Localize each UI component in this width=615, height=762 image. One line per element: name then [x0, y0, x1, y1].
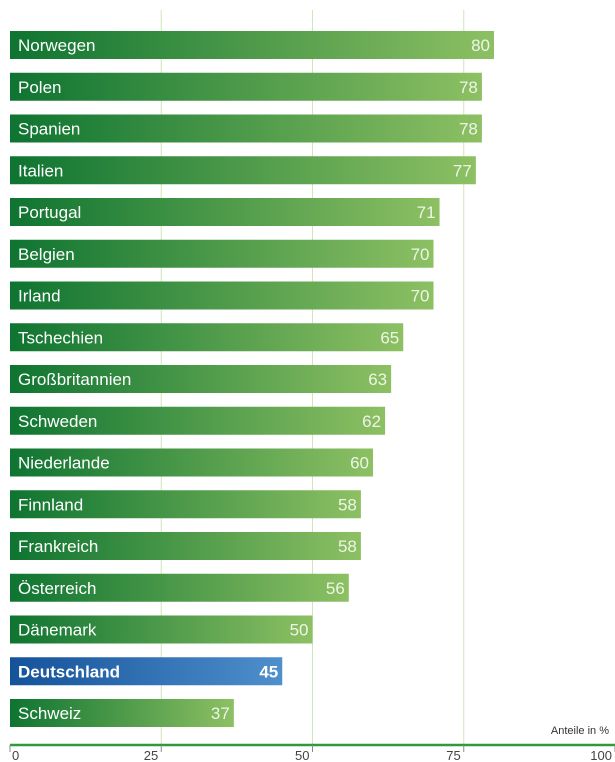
bar-group: Tschechien 65	[10, 323, 404, 352]
bar-Dänemark	[10, 615, 313, 644]
bar-group: Schweden 62	[10, 406, 386, 435]
category-label: Belgien	[18, 245, 75, 264]
bar-group: Finnland 58	[10, 490, 361, 519]
bar-group: Belgien 70	[10, 239, 434, 268]
bar-Spanien	[10, 114, 482, 143]
category-label: Österreich	[18, 579, 96, 598]
value-label: 58	[338, 537, 357, 556]
value-label: 78	[459, 120, 478, 139]
tick-label: 25	[144, 748, 158, 762]
bar-Schweiz	[10, 699, 234, 727]
bar-Portugal	[10, 198, 440, 226]
category-label: Italien	[18, 161, 63, 180]
value-label: 62	[362, 412, 381, 431]
category-label: Niederlande	[18, 454, 110, 473]
tick-label: 100	[590, 748, 612, 762]
bar-Belgien	[10, 239, 434, 268]
bar-group: Schweiz 37	[10, 699, 234, 727]
category-label: Polen	[18, 78, 61, 97]
category-label: Tschechien	[18, 328, 103, 347]
tick-label: 50	[295, 748, 309, 762]
x-axis: 0 25 50 75 100 Anteile in %	[9, 725, 615, 762]
value-label: 77	[453, 161, 472, 180]
category-label: Großbritannien	[18, 370, 131, 389]
bar-Polen	[10, 72, 482, 101]
bar-group: Portugal 71	[10, 198, 440, 226]
category-label: Portugal	[18, 203, 81, 222]
value-label: 56	[326, 579, 345, 598]
unit-label: Anteile in %	[551, 725, 609, 737]
bar-group: Frankreich 58	[10, 532, 361, 560]
bar-group: Deutschland 45	[10, 657, 283, 686]
value-label: 70	[411, 245, 430, 264]
category-label: Schweden	[18, 412, 97, 431]
bar-group: Großbritannien 63	[10, 365, 392, 393]
value-label: 58	[338, 495, 357, 514]
bar-Deutschland	[10, 657, 283, 686]
bar-group: Österreich 56	[10, 573, 349, 602]
bar-Schweden	[10, 406, 386, 435]
tick-label: 75	[446, 748, 460, 762]
value-label: 71	[417, 203, 436, 222]
bar-Österreich	[10, 573, 349, 602]
category-label: Irland	[18, 287, 61, 306]
value-label: 78	[459, 78, 478, 97]
bar-Tschechien	[10, 323, 404, 352]
category-label: Dänemark	[18, 621, 97, 640]
bar-group: Spanien 78	[10, 114, 482, 143]
value-label: 50	[290, 621, 309, 640]
tick-label: 0	[12, 748, 19, 762]
category-label: Finnland	[18, 495, 83, 514]
bars: Norwegen 80 Polen 78 Spanien 78 Italien 77 Portu…	[10, 31, 494, 727]
bar-group: Norwegen 80	[10, 31, 494, 59]
bar-Niederlande	[10, 448, 373, 477]
bar-Finnland	[10, 490, 361, 519]
bar-Irland	[10, 281, 434, 310]
category-label: Spanien	[18, 120, 80, 139]
value-label: 70	[411, 287, 430, 306]
value-label: 63	[368, 370, 387, 389]
category-label: Frankreich	[18, 537, 98, 556]
value-label: 45	[259, 662, 278, 681]
value-label: 60	[350, 454, 369, 473]
bar-group: Italien 77	[10, 156, 476, 185]
value-label: 65	[380, 328, 399, 347]
bar-group: Polen 78	[10, 72, 482, 101]
bar-group: Niederlande 60	[10, 448, 373, 477]
value-label: 80	[471, 36, 490, 55]
bar-Frankreich	[10, 532, 361, 560]
bar-Italien	[10, 156, 476, 185]
bar-Norwegen	[10, 31, 494, 59]
category-label: Deutschland	[18, 662, 120, 681]
bar-Großbritannien	[10, 365, 392, 393]
value-label: 37	[211, 704, 230, 723]
bar-group: Irland 70	[10, 281, 434, 310]
category-label: Norwegen	[18, 36, 96, 55]
category-label: Schweiz	[18, 704, 81, 723]
bar-group: Dänemark 50	[10, 615, 313, 644]
